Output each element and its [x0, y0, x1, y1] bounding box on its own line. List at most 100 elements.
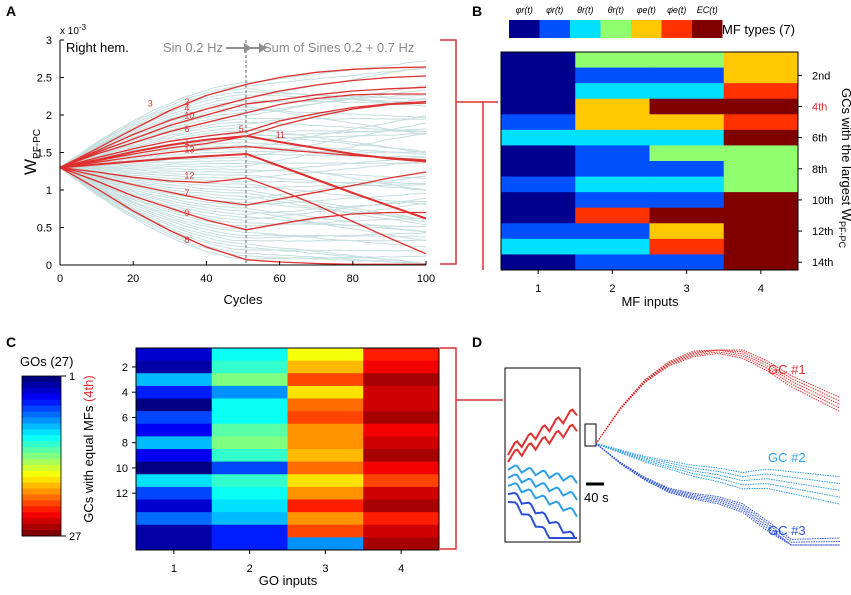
- background-trace: [59, 166, 427, 248]
- heatmap-cell: [649, 114, 725, 131]
- series-line-7: [59, 166, 427, 206]
- heatmap-cell: [649, 176, 725, 193]
- heatmap-cell: [501, 254, 576, 271]
- panel-a-sum-label: Sum of Sines 0.2 + 0.7 Hz: [263, 40, 414, 55]
- heatmap-cell: [136, 449, 213, 463]
- x-tick-label: 80: [347, 273, 359, 285]
- heatmap-cell: [501, 207, 576, 224]
- background-trace: [59, 142, 427, 168]
- heatmap-cell: [287, 373, 364, 387]
- gc-trace: [595, 443, 841, 505]
- background-trace: [59, 166, 427, 242]
- series-label-6: 6: [184, 124, 189, 134]
- heatmap-cell: [501, 238, 576, 255]
- panel-b-ticks: 1 2 3 4 2nd 4th 6th 8th 10th 12th 14th: [535, 70, 833, 295]
- heatmap-cell: [136, 524, 213, 538]
- colorbar-step: [22, 423, 61, 430]
- panel-b-legend-title: MF types (7): [722, 22, 795, 37]
- colorbar-step: [22, 447, 61, 454]
- heatmap-cell: [136, 385, 213, 399]
- colorbar-step: [22, 530, 61, 537]
- x-tick-label: 1: [535, 283, 541, 295]
- y-tick-label: 8: [122, 438, 128, 450]
- colorbar-step: [22, 381, 61, 389]
- series-line-11: [59, 134, 427, 169]
- panel-a-x-label: Cycles: [223, 292, 263, 307]
- heatmap-cell: [287, 436, 364, 450]
- x-tick-label: 4: [398, 563, 404, 575]
- heatmap-cell: [211, 537, 288, 551]
- heatmap-cell: [501, 52, 576, 69]
- heatmap-cell: [575, 254, 650, 271]
- gc-trace: [595, 443, 841, 485]
- series-label-4: 4: [184, 103, 189, 113]
- gc-trace: [595, 443, 840, 546]
- heatmap-cell: [287, 499, 364, 513]
- panel-d-gc1-label: GC #1: [768, 362, 806, 377]
- colorbar-step: [22, 470, 61, 478]
- heatmap-cell: [287, 348, 364, 362]
- panel-c-colorbar-frame: [21, 375, 62, 537]
- heatmap-cell: [363, 411, 440, 425]
- panel-a-ticks: 0 20 40 60 80 100 0 0.5 1 1.5 2 2.5 3: [37, 35, 435, 285]
- heatmap-cell: [575, 129, 650, 146]
- panel-b-frame: [500, 51, 799, 271]
- heatmap-cell: [211, 373, 288, 387]
- heatmap-cell: [575, 67, 650, 84]
- mf-type-swatch: [509, 20, 540, 38]
- heatmap-cell: [136, 373, 213, 387]
- mf-type-swatch: [539, 20, 570, 38]
- heatmap-cell: [723, 145, 799, 162]
- zoom-trace: [507, 482, 578, 518]
- background-trace: [59, 66, 427, 168]
- panel-a-hemisphere-label: Right hem.: [66, 40, 129, 55]
- background-trace: [59, 67, 427, 169]
- y-tick-label: 4: [122, 387, 128, 399]
- x-tick-label: 1: [171, 563, 177, 575]
- panel-c-label: C: [6, 334, 16, 350]
- mf-type-swatch: [631, 20, 662, 38]
- heatmap-cell: [363, 398, 440, 412]
- heatmap-cell: [287, 474, 364, 488]
- heatmap-cell: [287, 512, 364, 526]
- heatmap-cell: [723, 161, 799, 178]
- background-trace: [59, 166, 427, 191]
- x-tick-label: 0: [57, 273, 63, 285]
- heatmap-cell: [501, 67, 576, 84]
- colorbar-step: [22, 393, 61, 401]
- background-trace: [59, 167, 427, 242]
- background-trace: [59, 162, 426, 169]
- y-tick-label: 10th: [812, 195, 833, 207]
- y-tick-label: 1.5: [37, 148, 52, 160]
- colorbar-step: [22, 387, 61, 395]
- zoom-trace: [507, 501, 577, 539]
- heatmap-cell: [723, 238, 799, 255]
- heatmap-cell: [211, 360, 288, 374]
- panel-c-x-label: GO inputs: [259, 573, 318, 588]
- zoom-trace: [507, 464, 578, 484]
- bracket-c-right: [440, 347, 457, 550]
- colorbar-step: [22, 435, 61, 442]
- colorbar-step: [22, 494, 61, 501]
- heatmap-cell: [211, 348, 288, 362]
- heatmap-cell: [136, 398, 213, 412]
- background-trace: [59, 150, 427, 168]
- gc-trace: [595, 352, 841, 444]
- heatmap-cell: [136, 348, 213, 362]
- panel-d-traces: [595, 349, 841, 546]
- y-tick-label: 8th: [812, 164, 827, 176]
- background-trace: [59, 167, 427, 228]
- heatmap-cell: [723, 129, 799, 146]
- series-line-4: [59, 86, 427, 169]
- panel-c-colorbar-max: 27: [69, 531, 81, 543]
- gc-trace: [595, 443, 841, 540]
- y-tick-label: 10: [116, 463, 128, 475]
- panel-a-y-label: WPF-PC: [21, 129, 43, 175]
- colorbar-step: [22, 482, 61, 489]
- heatmap-cell: [287, 385, 364, 399]
- heatmap-cell: [575, 114, 650, 131]
- colorbar-step: [22, 464, 61, 472]
- heatmap-cell: [136, 411, 213, 425]
- background-trace: [59, 87, 427, 168]
